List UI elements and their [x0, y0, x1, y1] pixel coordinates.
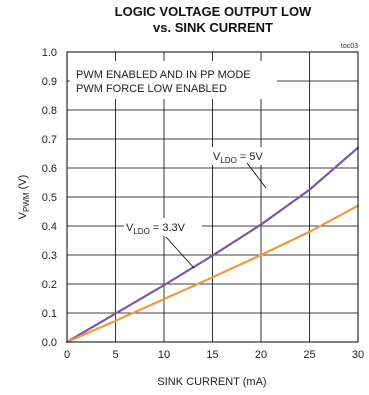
y-tick-label: 0.9 — [42, 76, 57, 88]
y-tick-label: 0.3 — [42, 250, 57, 262]
y-tick-label: 0.6 — [42, 163, 57, 175]
note-line-2: PWM FORCE LOW ENABLED — [76, 83, 227, 95]
series-1-label: VLDO = 5V — [213, 151, 263, 165]
y-tick-label: 0.5 — [42, 192, 57, 204]
x-tick-label: 0 — [64, 349, 70, 361]
series-line-2 — [65, 204, 360, 344]
x-axis-label: SINK CURRENT (mA) — [157, 376, 266, 388]
chart-title-line1: LOGIC VOLTAGE OUTPUT LOW — [115, 4, 312, 19]
x-tick-label: 20 — [255, 349, 267, 361]
x-tick-label: 10 — [158, 349, 170, 361]
series-2-label-val: = 3.3V — [150, 222, 186, 234]
y-tick-label: 0.4 — [42, 221, 57, 233]
x-tick-label: 25 — [303, 349, 315, 361]
y-tick-label: 1.0 — [42, 47, 57, 59]
y-tick-label: 0.7 — [42, 134, 57, 146]
series-1-label-bg — [211, 147, 263, 165]
chart-tag: toc03 — [341, 43, 358, 50]
y-axis-label-main: V — [17, 211, 29, 219]
chart-title-line2: vs. SINK CURRENT — [153, 20, 273, 35]
series-2-leader — [165, 236, 195, 269]
plot-frame — [66, 51, 359, 343]
notes-box — [70, 61, 277, 99]
series-2-label-bg — [124, 218, 202, 236]
x-tick-label: 30 — [352, 349, 364, 361]
y-tick-label: 0.8 — [42, 105, 57, 117]
y-axis-label-unit: (V) — [17, 175, 29, 193]
series-2-label: VLDO = 3.3V — [126, 222, 186, 236]
series-1-label-main: V — [213, 151, 221, 163]
note-line-1: PWM ENABLED AND IN PP MODE — [76, 69, 251, 81]
series-line-1 — [65, 146, 360, 344]
y-tick-label: 0.2 — [42, 279, 57, 291]
tick-labels: 0 5 10 15 20 25 30 0.0 0.1 0.2 0.3 0.4 0.5 0.6 0.7 0.8 0… — [42, 47, 364, 361]
series-2-label-sub: LDO — [133, 227, 149, 236]
series-2-label-main: V — [126, 222, 134, 234]
x-tick-label: 5 — [112, 349, 118, 361]
series-1-leader — [246, 162, 267, 189]
series-1-label-sub: LDO — [220, 156, 236, 165]
y-tick-label: 0.0 — [42, 337, 57, 349]
y-axis-label: VPWM (V) — [17, 175, 31, 220]
y-tick-label: 0.1 — [42, 308, 57, 320]
series-1-label-val: = 5V — [237, 151, 264, 163]
x-tick-label: 15 — [206, 349, 218, 361]
y-axis-label-sub: PWM — [22, 192, 31, 212]
series-layer — [65, 146, 360, 344]
